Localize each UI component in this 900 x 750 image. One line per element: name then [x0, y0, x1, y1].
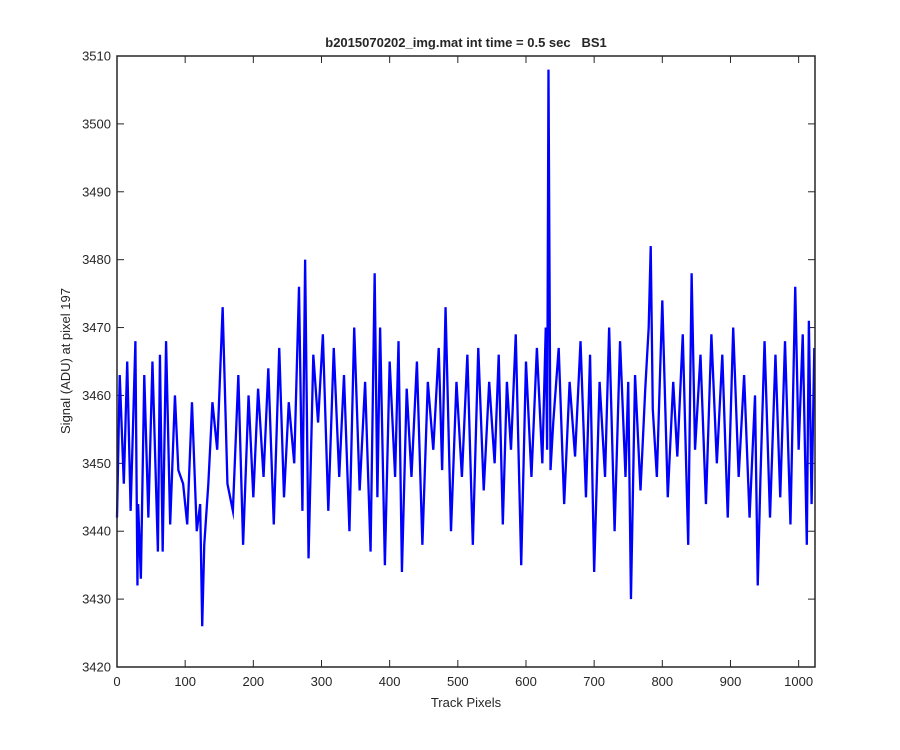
- y-tick-label: 3460: [82, 388, 111, 403]
- y-tick-label: 3490: [82, 184, 111, 199]
- y-tick-label: 3440: [82, 524, 111, 539]
- x-tick-label: 0: [113, 674, 120, 689]
- y-axis-label: Signal (ADU) at pixel 197: [58, 288, 73, 434]
- x-tick-label: 900: [720, 674, 742, 689]
- x-tick-label: 300: [311, 674, 333, 689]
- y-tick-label: 3480: [82, 252, 111, 267]
- x-tick-label: 400: [379, 674, 401, 689]
- y-tick-label: 3470: [82, 320, 111, 335]
- series-line: [115, 69, 816, 627]
- y-tick-label: 3420: [82, 660, 111, 675]
- x-axis-label: Track Pixels: [431, 695, 502, 710]
- y-tick-label: 3510: [82, 49, 111, 64]
- x-tick-label: 1000: [784, 674, 813, 689]
- data-series: [115, 69, 816, 627]
- y-tick-label: 3430: [82, 592, 111, 607]
- tick-labels: 0 100 200 300 400 500 600 700 800 900 1000 3420 3430…: [82, 49, 813, 690]
- y-tick-label: 3450: [82, 456, 111, 471]
- x-tick-label: 800: [651, 674, 673, 689]
- x-tick-label: 200: [242, 674, 264, 689]
- axes-box: [116, 55, 816, 668]
- x-tick-label: 100: [174, 674, 196, 689]
- chart-title: b2015070202_img.mat int time = 0.5 sec B…: [325, 35, 606, 50]
- x-tick-label: 500: [447, 674, 469, 689]
- x-tick-label: 600: [515, 674, 537, 689]
- x-tick-label: 700: [583, 674, 605, 689]
- y-tick-label: 3500: [82, 116, 111, 131]
